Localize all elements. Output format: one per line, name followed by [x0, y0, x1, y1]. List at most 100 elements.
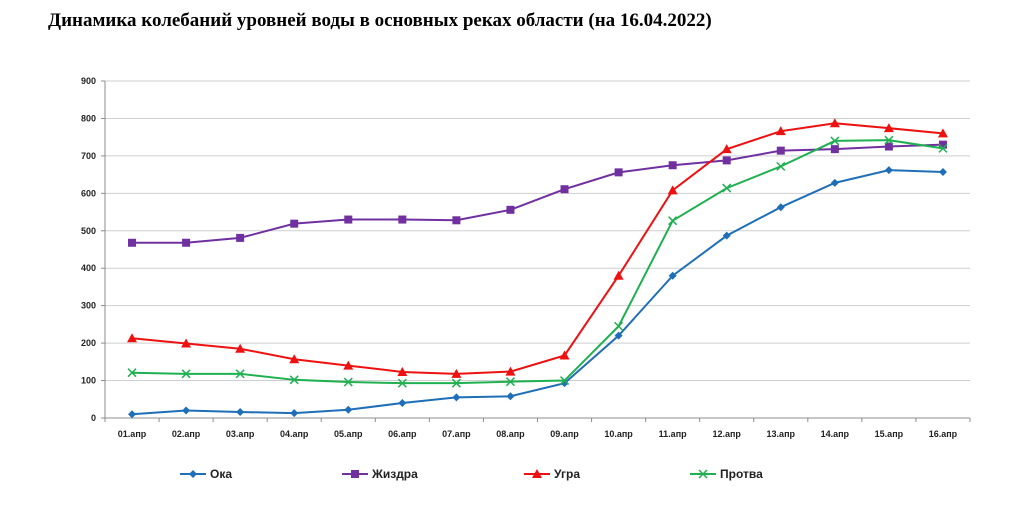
- series-0-point: [884, 166, 893, 175]
- series-3-point: [830, 136, 840, 146]
- y-tick-label: 300: [81, 301, 96, 311]
- x-tick-label: 01.апр: [118, 429, 147, 439]
- series-0-point: [614, 331, 623, 340]
- x-tick-label: 03.апр: [226, 429, 255, 439]
- x-tick-label: 09.апр: [550, 429, 579, 439]
- x-tick-label: 10.апр: [604, 429, 633, 439]
- legend: Ока Жиздра Угра Протва: [180, 467, 763, 481]
- series-1-point: [452, 216, 461, 225]
- series-0-point: [668, 271, 677, 280]
- legend-marker: [351, 470, 359, 478]
- series-2-point: [505, 366, 516, 376]
- y-axis: 0 100 200 300 400 500 600 700 800 900: [81, 76, 106, 423]
- series-1-point: [236, 233, 245, 242]
- x-tick-label: 11.апр: [659, 429, 687, 439]
- series-2-point: [289, 354, 300, 364]
- series-3-point: [884, 135, 894, 145]
- series-3-point: [668, 216, 678, 226]
- series-0-point: [290, 409, 299, 418]
- series-2-point: [721, 144, 732, 154]
- series-3-point: [614, 321, 624, 331]
- series-2-point: [397, 366, 408, 376]
- x-tick-label: 02.апр: [172, 429, 201, 439]
- series-2: [127, 118, 948, 378]
- y-tick-label: 0: [91, 413, 96, 423]
- series-2-point: [775, 126, 786, 136]
- series-1-point: [884, 142, 893, 151]
- series-1-point: [668, 161, 677, 170]
- x-tick-label: 13.апр: [767, 429, 796, 439]
- series-3-point: [722, 183, 732, 193]
- y-tick-label: 600: [81, 188, 96, 198]
- legend-label: Ока: [210, 467, 232, 481]
- legend-label: Угра: [554, 467, 580, 481]
- series-2-point: [451, 368, 462, 378]
- series-2-point: [883, 123, 894, 133]
- series-3-point: [343, 377, 353, 387]
- series-3-point: [235, 369, 245, 379]
- x-tick-label: 07.апр: [442, 429, 471, 439]
- series-1-point: [560, 185, 569, 194]
- y-tick-label: 700: [81, 151, 96, 161]
- x-tick-label: 16.апр: [929, 429, 958, 439]
- series-3-point: [289, 375, 299, 385]
- series-1-point: [722, 156, 731, 165]
- series-1-point: [830, 145, 839, 154]
- legend-label: Протва: [720, 467, 763, 481]
- y-tick-label: 100: [81, 376, 96, 386]
- series-1-line: [132, 143, 944, 244]
- series-0-point: [182, 406, 191, 415]
- series-0-point: [830, 178, 839, 187]
- series-3-point: [127, 368, 137, 378]
- series-2-point: [613, 270, 624, 280]
- series-3-point: [560, 376, 570, 386]
- x-tick-label: 15.апр: [875, 429, 904, 439]
- series-1-point: [776, 146, 785, 155]
- series-0-point: [344, 405, 353, 414]
- series-0-line: [131, 169, 944, 416]
- series-2-point: [235, 343, 246, 353]
- x-tick-label: 12.апр: [712, 429, 741, 439]
- series-1-point: [290, 219, 299, 228]
- series-2-line: [131, 122, 944, 375]
- series-2-point: [937, 128, 948, 138]
- chart-title: Динамика колебаний уровней воды в основн…: [48, 10, 712, 31]
- series-1-point: [506, 205, 515, 214]
- x-tick-label: 14.апр: [821, 429, 850, 439]
- legend-item-1: Жиздра: [342, 467, 418, 481]
- y-tick-label: 900: [81, 76, 96, 86]
- series-2-point: [181, 338, 192, 348]
- series-0-point: [506, 392, 515, 401]
- series-0-point: [776, 203, 785, 212]
- series-2-point: [127, 333, 138, 343]
- y-tick-label: 200: [81, 338, 96, 348]
- x-tick-label: 08.апр: [496, 429, 525, 439]
- series-0: [128, 166, 947, 419]
- series-2-point: [559, 350, 570, 360]
- legend-item-2: Угра: [524, 467, 580, 481]
- series-3-point: [451, 378, 461, 388]
- series-1: [128, 140, 947, 247]
- x-tick-label: 04.апр: [280, 429, 309, 439]
- y-tick-label: 400: [81, 263, 96, 273]
- x-tick-label: 06.апр: [388, 429, 417, 439]
- x-tick-label: 05.апр: [334, 429, 363, 439]
- series-0-point: [722, 231, 731, 240]
- legend-item-0: Ока: [180, 467, 232, 481]
- y-tick-label: 500: [81, 226, 96, 236]
- series-1-point: [128, 238, 137, 247]
- series-1-point: [398, 215, 407, 224]
- legend-item-3: Протва: [690, 467, 763, 481]
- series-0-point: [938, 167, 947, 176]
- series-0-point: [236, 408, 245, 417]
- grid-lines: [105, 80, 970, 419]
- series-1-point: [614, 168, 623, 177]
- series-layer: [127, 118, 948, 419]
- series-2-point: [829, 118, 840, 128]
- legend-marker: [189, 470, 197, 478]
- series-2-point: [667, 185, 678, 195]
- legend-marker: [532, 469, 542, 478]
- series-0-point: [398, 399, 407, 408]
- series-3-line: [132, 139, 944, 385]
- series-3-point: [505, 377, 515, 387]
